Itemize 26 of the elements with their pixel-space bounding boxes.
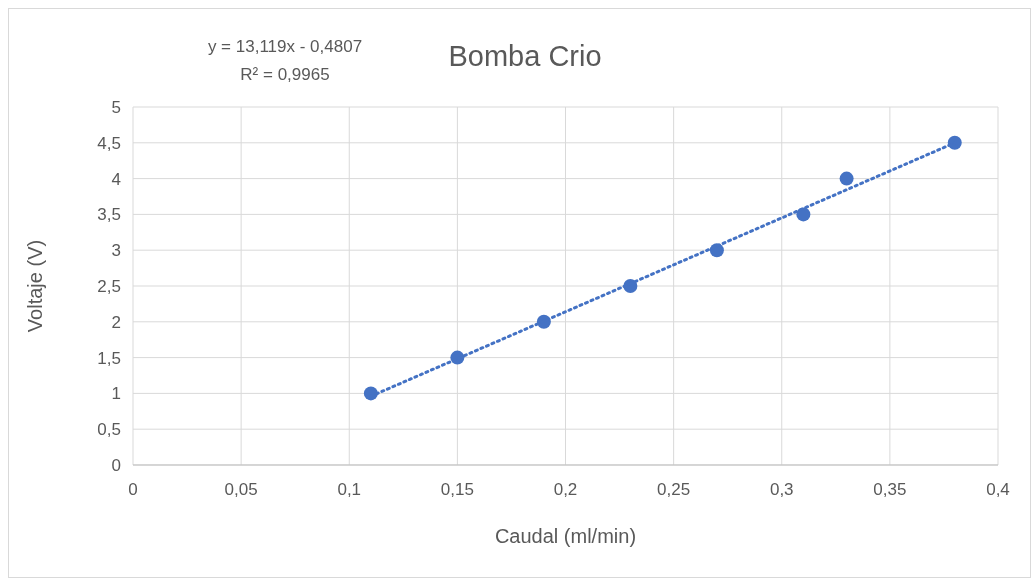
x-tick-label: 0,2 [553, 480, 578, 499]
y-tick-label: 5 [111, 98, 121, 117]
y-tick-label: 1,5 [97, 348, 121, 368]
text: y = 13,119x - 0,4807 [207, 37, 363, 56]
point [839, 171, 854, 186]
x-tick-label: 0,4 [986, 480, 1010, 499]
y-tick-label: 2,5 [97, 277, 121, 296]
y-tick-label: 3,5 [97, 205, 121, 225]
x-tick-label: 0 [128, 480, 138, 499]
x-axis-title: Caudal (ml/min) [494, 525, 637, 547]
text: R² = 0,9965 [240, 65, 330, 84]
y-axis-title: Voltaje (V) [24, 239, 46, 333]
y-tick-label: 4,5 [97, 133, 121, 153]
y-tick-label: 1 [111, 384, 121, 404]
y-tick-label: 2 [111, 312, 121, 332]
x-tick-label: 0,05 [224, 480, 258, 499]
chart-title: Bomba Crio [448, 40, 602, 72]
y-tick-label: 0,5 [97, 420, 121, 440]
x-tick-label: 0,25 [657, 480, 691, 499]
y-tick-label: 3 [111, 241, 121, 261]
x-tick-label: 0,35 [873, 480, 907, 499]
y-tick-label: 4 [111, 169, 121, 189]
y-tick-label: 0 [111, 456, 121, 475]
x-tick-label: 0,3 [769, 480, 794, 499]
x-tick-label: 0,1 [337, 480, 362, 499]
x-tick-label: 0,15 [440, 480, 474, 499]
